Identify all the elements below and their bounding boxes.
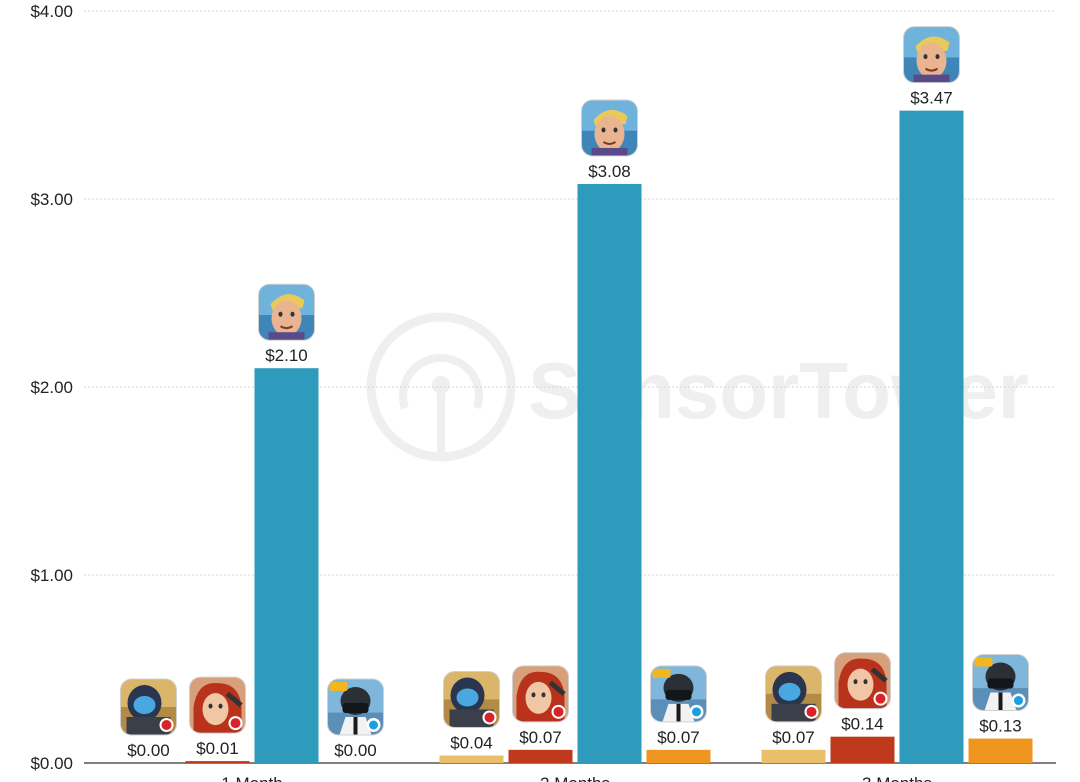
bar-value-label: $0.07	[772, 728, 815, 747]
y-tick-label: $4.00	[30, 2, 73, 21]
game-icon-pubg-helmet-tencent	[327, 678, 384, 736]
bar	[968, 738, 1033, 763]
game-icon-soldier-blue-netease	[765, 665, 822, 723]
game-icon-fortnite-character	[903, 26, 960, 84]
bar-value-label: $0.13	[979, 717, 1022, 736]
bar-value-label: $0.00	[127, 741, 170, 760]
bar-value-label: $0.07	[657, 728, 700, 747]
bar	[899, 110, 964, 763]
bar-value-label: $3.47	[910, 89, 953, 108]
bar-value-label: $0.01	[196, 739, 239, 758]
game-icon-pubg-helmet-tencent	[650, 665, 707, 723]
value-labels: $0.00 $0.01 $2.10 $0.00 $0.04 $0.07 $3.08 $0.07…	[127, 89, 1022, 760]
game-icon-soldier-blue-netease	[120, 678, 177, 736]
bar-value-label: $0.07	[519, 728, 562, 747]
game-icons	[120, 26, 1029, 736]
bar	[508, 749, 573, 763]
bar	[646, 749, 711, 763]
y-tick-label: $3.00	[30, 190, 73, 209]
x-category-label: 3 Months	[862, 774, 932, 782]
bar-value-label: $2.10	[265, 346, 308, 365]
bar-value-label: $0.14	[841, 715, 884, 734]
x-category-label: 2 Months	[540, 774, 610, 782]
bar-value-label: $0.04	[450, 733, 493, 752]
game-icon-soldier-blue-netease	[443, 670, 500, 728]
game-icon-red-hair-girl-netease	[512, 665, 569, 723]
bar	[761, 749, 826, 763]
game-icon-red-hair-girl-netease	[834, 652, 891, 710]
bars	[185, 110, 1033, 763]
bar	[254, 368, 319, 763]
bar	[830, 736, 895, 763]
game-icon-fortnite-character	[581, 99, 638, 157]
y-tick-label: $1.00	[30, 566, 73, 585]
bar	[439, 755, 504, 763]
game-icon-red-hair-girl-netease	[189, 676, 246, 734]
y-tick-label: $2.00	[30, 378, 73, 397]
y-tick-label: $0.00	[30, 754, 73, 773]
x-category-label: 1 Month	[221, 774, 282, 782]
category-labels: 1 Month 2 Months 3 Months	[221, 774, 932, 782]
bar-value-label: $3.08	[588, 162, 631, 181]
bar-value-label: $0.00	[334, 741, 377, 760]
bar	[185, 761, 250, 763]
bar	[577, 183, 642, 763]
sensor-tower-logo-icon	[366, 312, 516, 462]
game-icon-fortnite-character	[258, 283, 315, 341]
game-icon-pubg-helmet-tencent	[972, 654, 1029, 712]
